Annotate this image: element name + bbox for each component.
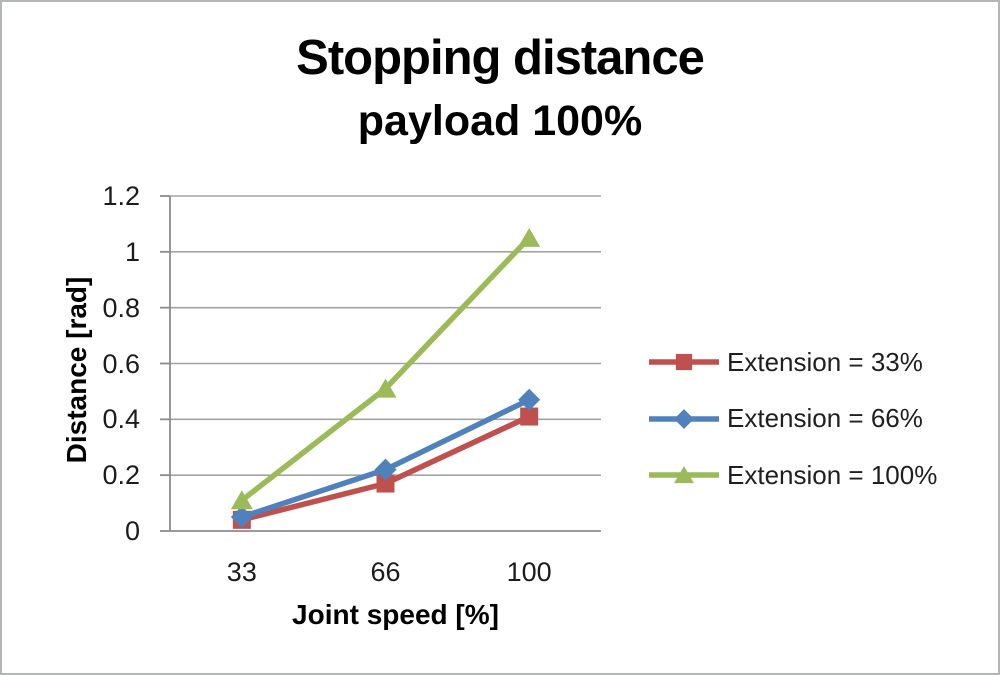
- x-axis-tick-label: 100: [506, 557, 552, 587]
- y-axis-tick-label: 0: [124, 516, 140, 546]
- legend-item: Extension = 66%: [649, 403, 923, 434]
- series-line: [239, 397, 532, 520]
- chart-subtitle: payload 100%: [357, 97, 643, 145]
- x-axis-tick-label: 66: [370, 557, 401, 587]
- y-axis-tick-label: 0.2: [102, 460, 140, 491]
- legend-item: Extension = 100%: [649, 460, 937, 490]
- x-axis-tick-label: 33: [226, 557, 257, 587]
- y-axis-tick-label: 0.4: [102, 404, 140, 435]
- legend-item: Extension = 33%: [649, 347, 923, 377]
- marker-triangle: [674, 466, 694, 484]
- marker-diamond: [674, 408, 694, 429]
- y-axis-title: Distance [rad]: [61, 276, 92, 464]
- marker-square: [520, 407, 539, 426]
- y-axis-tick-label: 0.8: [102, 292, 140, 323]
- legend-marker-square: [649, 353, 719, 371]
- marker-square: [675, 353, 693, 371]
- legend-marker-diamond: [649, 408, 719, 429]
- marker-square: [376, 474, 395, 493]
- marker-diamond: [518, 388, 541, 411]
- y-axis-tick-label: 0.6: [102, 348, 140, 379]
- legend-label: Extension = 100%: [727, 459, 938, 490]
- y-axis-tick-label: 1.2: [102, 181, 140, 211]
- legend-label: Extension = 66%: [727, 403, 923, 433]
- x-axis-title: Joint speed [%]: [292, 599, 499, 630]
- legend-label: Extension = 33%: [727, 346, 923, 377]
- y-axis-tick-label: 1: [124, 236, 140, 267]
- chart-title: Stopping distance: [296, 31, 705, 85]
- marker-diamond: [230, 506, 253, 529]
- marker-diamond: [374, 458, 397, 481]
- marker-triangle: [230, 490, 253, 510]
- marker-triangle: [518, 227, 541, 247]
- legend-marker-triangle: [649, 466, 719, 484]
- marker-triangle: [374, 378, 397, 398]
